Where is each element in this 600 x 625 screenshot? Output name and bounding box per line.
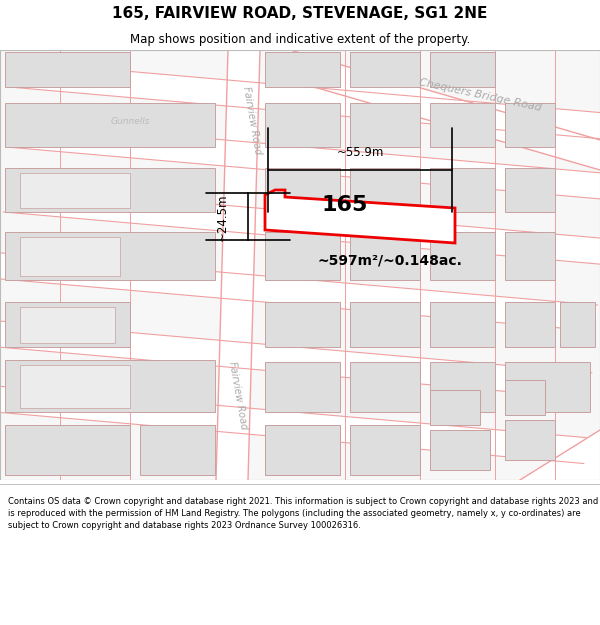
Polygon shape: [5, 168, 215, 212]
Polygon shape: [140, 425, 215, 475]
Text: Chequers Bridge Road: Chequers Bridge Road: [418, 77, 542, 113]
Polygon shape: [350, 52, 420, 87]
Polygon shape: [265, 190, 455, 243]
Polygon shape: [505, 232, 555, 280]
Text: Fairview Road: Fairview Road: [227, 360, 249, 430]
Polygon shape: [350, 103, 420, 147]
Polygon shape: [520, 430, 600, 480]
Polygon shape: [430, 232, 495, 280]
Polygon shape: [4, 186, 600, 264]
Polygon shape: [430, 362, 495, 412]
Polygon shape: [5, 360, 215, 412]
Polygon shape: [505, 380, 545, 415]
Polygon shape: [350, 232, 420, 280]
Polygon shape: [20, 173, 130, 208]
Polygon shape: [350, 425, 420, 475]
Polygon shape: [505, 362, 590, 412]
Polygon shape: [350, 302, 420, 347]
Polygon shape: [430, 302, 495, 347]
Polygon shape: [0, 385, 586, 464]
Text: ~597m²/~0.148ac.: ~597m²/~0.148ac.: [317, 253, 463, 267]
Polygon shape: [505, 168, 555, 212]
Text: ~24.5m: ~24.5m: [215, 193, 229, 241]
Polygon shape: [0, 253, 598, 331]
Polygon shape: [560, 302, 595, 347]
Polygon shape: [5, 302, 130, 347]
Polygon shape: [350, 168, 420, 212]
Polygon shape: [5, 425, 130, 475]
Text: Contains OS data © Crown copyright and database right 2021. This information is : Contains OS data © Crown copyright and d…: [8, 498, 598, 530]
Text: ~55.9m: ~55.9m: [337, 146, 383, 159]
Polygon shape: [265, 425, 340, 475]
Polygon shape: [430, 390, 480, 425]
Polygon shape: [505, 103, 555, 147]
Polygon shape: [265, 232, 340, 280]
Polygon shape: [5, 232, 215, 280]
Polygon shape: [430, 103, 495, 147]
Text: 165, FAIRVIEW ROAD, STEVENAGE, SG1 2NE: 165, FAIRVIEW ROAD, STEVENAGE, SG1 2NE: [112, 6, 488, 21]
Polygon shape: [20, 365, 130, 408]
Polygon shape: [5, 103, 215, 147]
Polygon shape: [290, 50, 600, 170]
Text: Map shows position and indicative extent of the property.: Map shows position and indicative extent…: [130, 32, 470, 46]
Polygon shape: [505, 302, 555, 347]
Polygon shape: [505, 420, 555, 460]
Polygon shape: [20, 307, 115, 343]
Polygon shape: [0, 321, 592, 399]
Text: 165: 165: [322, 195, 368, 215]
Polygon shape: [265, 52, 340, 87]
Polygon shape: [265, 168, 340, 212]
Polygon shape: [265, 103, 340, 147]
Polygon shape: [430, 430, 490, 470]
Polygon shape: [265, 425, 340, 475]
Text: Fairview Road: Fairview Road: [241, 85, 263, 155]
Polygon shape: [14, 61, 600, 140]
Text: Gunnells: Gunnells: [110, 118, 150, 126]
Polygon shape: [5, 52, 130, 87]
Polygon shape: [9, 121, 600, 199]
Polygon shape: [265, 362, 340, 412]
Polygon shape: [430, 52, 495, 87]
Polygon shape: [350, 362, 420, 412]
Polygon shape: [430, 168, 495, 212]
Polygon shape: [216, 50, 260, 480]
Polygon shape: [265, 302, 340, 347]
Polygon shape: [20, 237, 120, 276]
